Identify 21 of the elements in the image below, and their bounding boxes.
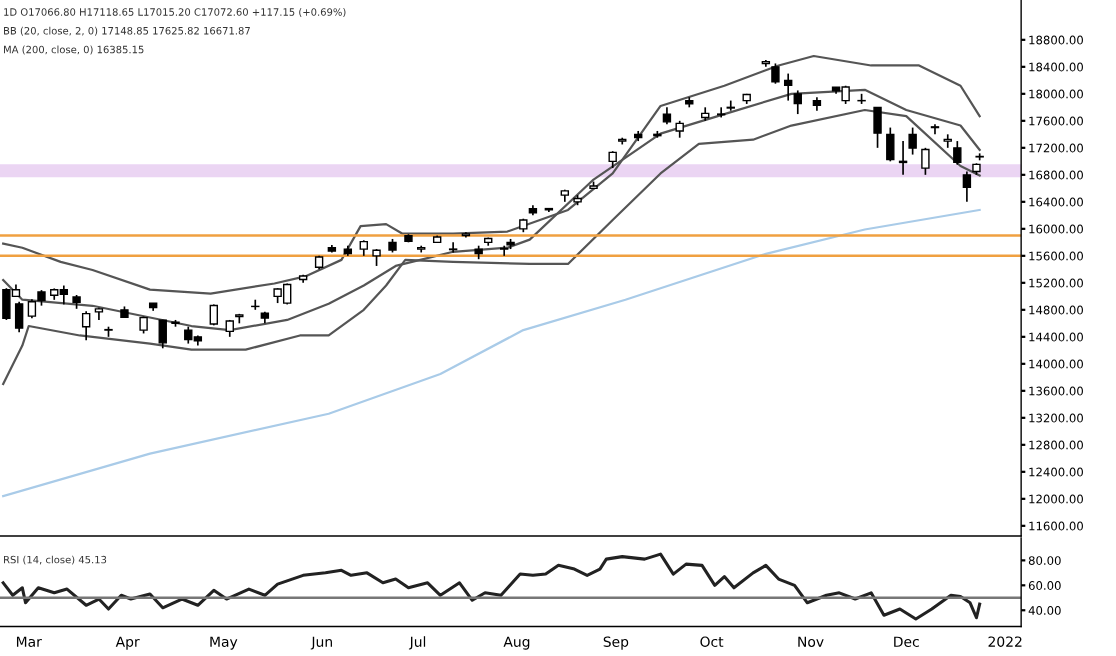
candlestick [81, 310, 91, 342]
candlestick [771, 62, 780, 85]
line-series [1, 552, 982, 621]
candlestick [962, 170, 972, 203]
candlestick [716, 106, 726, 119]
candlestick [953, 140, 962, 166]
candlestick [14, 300, 24, 334]
candlestick [27, 298, 37, 320]
candlestick [943, 133, 952, 149]
candlestick [921, 146, 930, 176]
candlestick [873, 106, 882, 149]
candlestick [783, 72, 793, 102]
candlestick [448, 241, 458, 254]
candlestick [886, 126, 895, 163]
candlestick [726, 99, 735, 112]
candlestick [930, 123, 940, 136]
candlestick [908, 126, 917, 156]
candlestick [158, 318, 167, 350]
candlestick [793, 89, 802, 115]
candlestick [499, 244, 509, 257]
line-series [2, 208, 981, 498]
